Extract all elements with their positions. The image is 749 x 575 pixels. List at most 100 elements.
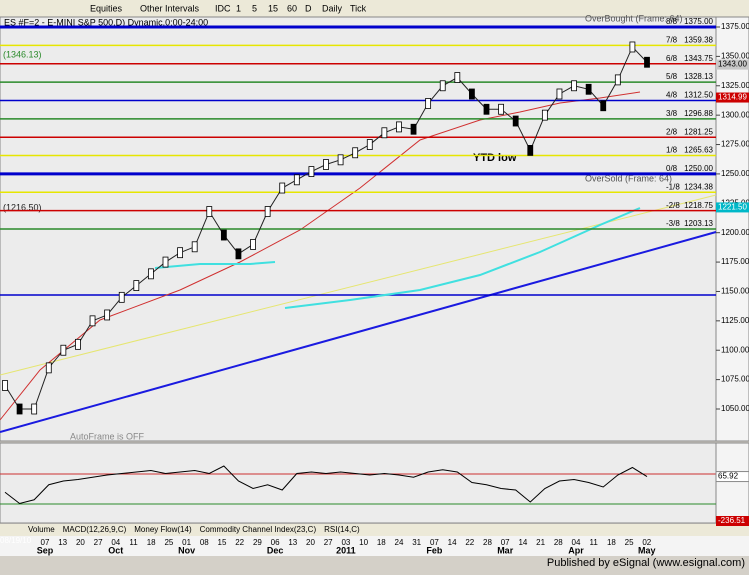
candle — [75, 338, 81, 350]
price-flag — [716, 59, 749, 70]
y-tick-label: 1275.00 — [721, 140, 749, 149]
day-label: 29 — [253, 538, 262, 547]
level-name: -2/8 — [666, 201, 680, 210]
month-label: Sep — [37, 545, 54, 555]
level-name: 4/8 — [666, 91, 678, 100]
level-value: 1375.00 — [684, 17, 713, 26]
day-label: 20 — [306, 538, 315, 547]
chart-title: ES #F=2 - E-MINI S&P 500,D) Dynamic,0:00… — [4, 17, 208, 27]
level-value: 1343.75 — [684, 54, 713, 63]
candle — [293, 174, 300, 186]
toolbar-button[interactable]: IDC — [215, 3, 231, 13]
toolbar-button[interactable]: 15 — [268, 3, 278, 13]
level-name: 6/8 — [666, 54, 678, 63]
day-label: 28 — [483, 538, 492, 547]
level-value: 1250.00 — [684, 164, 713, 173]
candle — [104, 309, 111, 321]
start-date: 08/19/10 — [0, 536, 32, 545]
indicator-axis — [715, 442, 749, 524]
toolbar-button[interactable]: 1 — [236, 3, 241, 13]
candle — [177, 247, 183, 259]
candle — [614, 74, 621, 86]
month-label: Dec — [267, 545, 284, 555]
candle — [60, 344, 67, 356]
level-name: 2/8 — [666, 127, 678, 136]
oversold-label: OverSold (Frame: 64) — [585, 173, 672, 183]
level-value: 1203.13 — [684, 219, 713, 228]
level-name: -3/8 — [666, 219, 680, 228]
candle — [308, 166, 315, 177]
cci-last: -236.51 — [718, 516, 746, 525]
price-flag — [716, 202, 749, 213]
day-label: 13 — [58, 538, 67, 547]
day-label: 31 — [412, 538, 421, 547]
toolbar-button[interactable]: Daily — [322, 3, 343, 13]
candle — [483, 103, 490, 115]
level-name: 5/8 — [666, 72, 678, 81]
day-label: 07 — [41, 538, 50, 547]
day-label: 13 — [288, 538, 297, 547]
rsi-last: 65.92 — [718, 472, 739, 481]
level-value: 1265.63 — [684, 146, 713, 155]
candle — [454, 72, 461, 83]
indicator-tab[interactable]: RSI(14,C) — [324, 525, 360, 534]
rsi-line — [4, 465, 648, 505]
price-flag-label: 1314.99 — [718, 93, 747, 102]
toolbar-button[interactable]: 60 — [287, 3, 297, 13]
candle — [644, 56, 650, 68]
overbought-label: OverBought (Frame: 64) — [585, 13, 683, 23]
y-tick-label: 1175.00 — [721, 257, 749, 266]
toolbar — [0, 0, 749, 17]
candle — [45, 362, 52, 374]
indicator-tab[interactable]: Money Flow(14) — [134, 525, 192, 534]
level-name: 8/8 — [666, 17, 678, 26]
candle — [541, 109, 548, 121]
month-label: 2011 — [336, 545, 356, 555]
y-tick-label: 1050.00 — [721, 404, 749, 413]
month-label: Apr — [568, 545, 584, 555]
autoframe-note: AutoFrame is OFF — [70, 431, 145, 441]
day-label: 18 — [377, 538, 386, 547]
trend-line — [0, 231, 717, 433]
day-label: 07 — [430, 538, 439, 547]
candle — [220, 229, 227, 241]
day-label: 02 — [642, 538, 651, 547]
tab-bar — [0, 524, 749, 536]
y-tick-label: 1350.00 — [721, 51, 749, 60]
candle — [498, 103, 504, 115]
y-tick-label: 1075.00 — [721, 375, 749, 384]
candle — [396, 121, 402, 133]
candle — [337, 154, 344, 166]
y-tick-label: 1375.00 — [721, 22, 749, 31]
y-tick-label: 1100.00 — [721, 345, 749, 354]
toolbar-button[interactable]: Other Intervals — [140, 3, 200, 13]
indicator-tab[interactable]: Volume — [28, 525, 55, 534]
day-label: 06 — [271, 538, 280, 547]
day-label: 28 — [554, 538, 563, 547]
price-flag-label: 1221.50 — [718, 203, 747, 212]
candle — [425, 98, 432, 109]
day-label: 14 — [518, 538, 527, 547]
candle — [571, 80, 577, 92]
level-value: 1312.50 — [684, 91, 713, 100]
candle — [600, 100, 607, 112]
level-value: 1234.38 — [684, 182, 713, 191]
band-cyan — [154, 261, 276, 269]
toolbar-button[interactable]: D — [305, 3, 312, 13]
candle — [148, 268, 154, 280]
day-label: 18 — [147, 538, 156, 547]
day-label: 11 — [129, 538, 138, 547]
toolbar-button[interactable]: 5 — [252, 3, 257, 13]
indicator-tab[interactable]: Commodity Channel Index(23,C) — [200, 525, 317, 534]
indicator-tab[interactable]: MACD(12,26,9,C) — [63, 525, 127, 534]
level-name: 3/8 — [666, 109, 678, 118]
toolbar-button[interactable]: Equities — [90, 3, 123, 13]
candle — [206, 206, 213, 217]
indicator-panel — [0, 442, 717, 524]
toolbar-button[interactable]: Tick — [350, 3, 367, 13]
candle — [191, 241, 198, 253]
day-label: 11 — [590, 538, 599, 547]
candle — [16, 403, 23, 415]
candle — [352, 147, 359, 159]
